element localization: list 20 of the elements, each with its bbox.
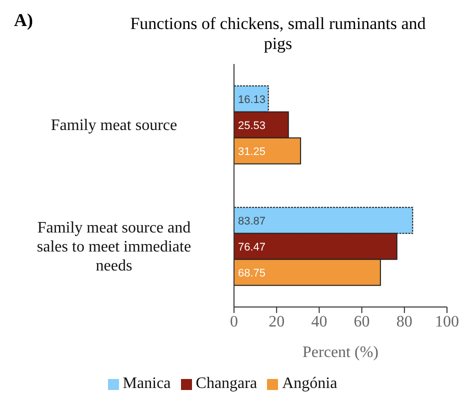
data-label: 16.13 bbox=[238, 94, 266, 106]
y-tick-label: Family meat source and sales to meet immediate needs bbox=[36, 219, 192, 274]
data-label: 68.75 bbox=[238, 267, 266, 280]
legend-label: Angónia bbox=[282, 375, 338, 392]
x-tick-label: 0 bbox=[230, 313, 238, 330]
data-label: 76.47 bbox=[238, 241, 266, 254]
legend-label: Changara bbox=[196, 375, 258, 392]
y-tick-label: Family meat source bbox=[50, 116, 178, 134]
x-axis-title: Percent (%) bbox=[302, 344, 378, 361]
x-tick-label: 80 bbox=[396, 313, 412, 330]
chart-title: Functions of chickens, small ruminants and pigs bbox=[130, 14, 426, 53]
x-tick-label: 60 bbox=[354, 313, 370, 330]
data-label: 83.87 bbox=[238, 215, 266, 228]
data-label: 25.53 bbox=[238, 120, 266, 132]
data-label: 31.25 bbox=[238, 146, 266, 158]
x-tick-label: 100 bbox=[435, 313, 459, 330]
legend-label: Manica bbox=[122, 375, 171, 392]
text: A) bbox=[14, 10, 33, 31]
x-tick-label: 20 bbox=[268, 313, 285, 330]
x-tick-label: 40 bbox=[311, 313, 328, 330]
